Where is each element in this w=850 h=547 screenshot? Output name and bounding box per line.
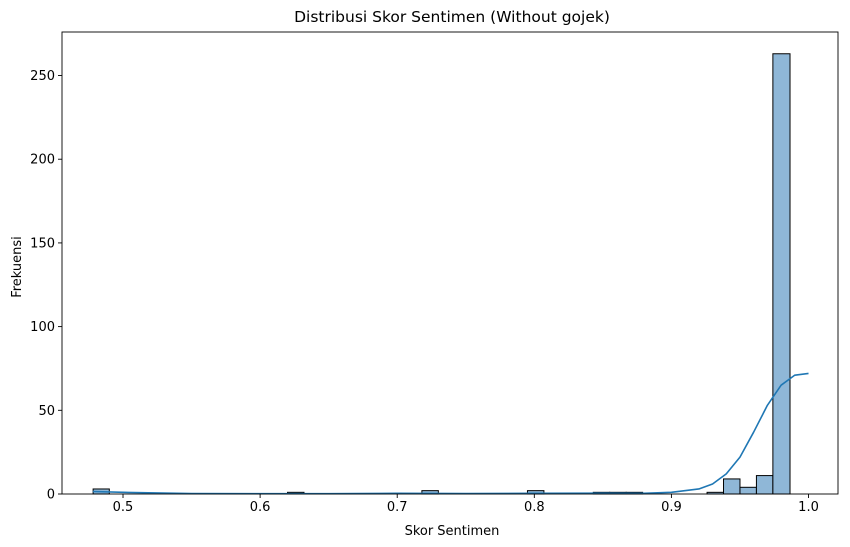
x-tick-label: 0.5 <box>113 500 134 515</box>
kde-group <box>92 372 809 495</box>
x-tick-label: 0.6 <box>250 500 271 515</box>
kde-line <box>92 372 809 495</box>
x-axis: 0.5 0.6 0.7 0.8 0.9 1.0 <box>113 494 819 515</box>
y-tick-label: 200 <box>30 153 55 168</box>
x-tick-label: 0.9 <box>661 500 682 515</box>
x-tick-label: 0.8 <box>524 500 545 515</box>
y-tick-label: 0 <box>47 488 55 503</box>
y-axis-label: Frekuensi <box>10 236 25 298</box>
x-axis-label: Skor Sentimen <box>405 524 500 539</box>
plot-frame <box>61 31 839 495</box>
y-tick-label: 250 <box>30 69 55 84</box>
y-tick-label: 150 <box>30 236 55 251</box>
y-tick-label: 50 <box>38 404 55 419</box>
x-tick-label: 1.0 <box>798 500 819 515</box>
y-tick-label: 100 <box>30 320 55 335</box>
histogram-bar <box>772 53 791 495</box>
y-axis: 0 50 100 150 200 250 <box>30 69 62 503</box>
histogram-bar <box>739 486 757 495</box>
histogram-bar <box>723 478 741 495</box>
bars-group <box>92 53 791 495</box>
chart-title: Distribusi Skor Sentimen (Without gojek) <box>294 8 610 26</box>
histogram-bar <box>755 475 774 495</box>
x-tick-label: 0.7 <box>387 500 408 515</box>
